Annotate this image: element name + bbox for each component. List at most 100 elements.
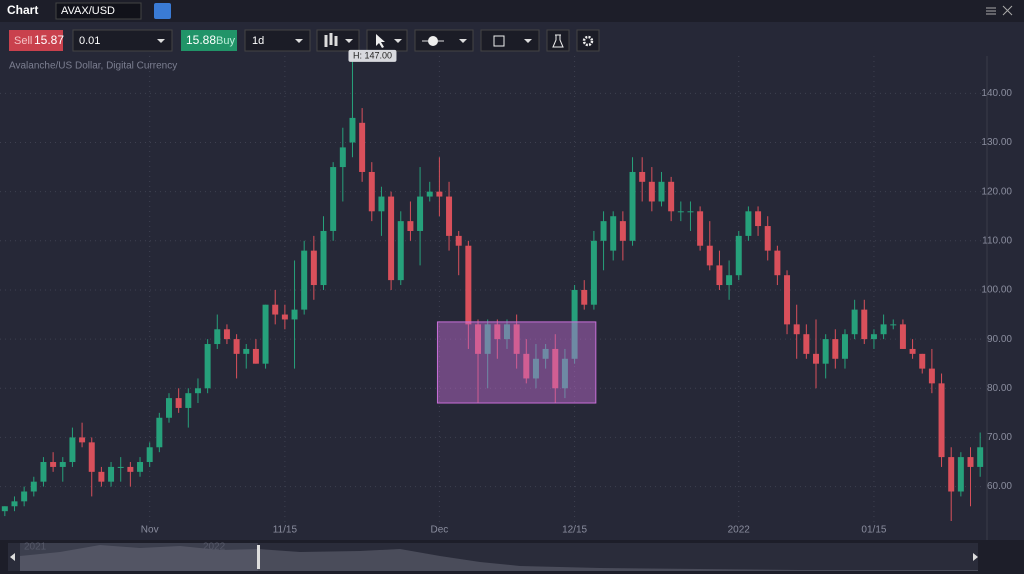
candle-body bbox=[455, 235, 462, 246]
buy-button[interactable] bbox=[181, 30, 237, 51]
candle-body bbox=[98, 471, 105, 482]
candle-body bbox=[948, 457, 955, 492]
candle-body bbox=[436, 191, 443, 197]
candle-body bbox=[494, 324, 501, 340]
candle-body bbox=[880, 324, 887, 335]
candle-body bbox=[890, 324, 897, 326]
cursor-button[interactable] bbox=[366, 29, 408, 52]
navigator-left[interactable] bbox=[10, 553, 15, 561]
navigator-handle[interactable] bbox=[257, 545, 260, 569]
candle-body bbox=[417, 196, 424, 231]
header-bar bbox=[0, 0, 1024, 22]
gear-icon bbox=[582, 35, 594, 47]
symbol-input[interactable] bbox=[55, 2, 142, 20]
candle-body bbox=[426, 191, 433, 197]
candle-body bbox=[957, 457, 964, 492]
dropdown-arrow bbox=[524, 39, 532, 43]
candle-body bbox=[755, 211, 762, 227]
candle-body bbox=[774, 250, 781, 276]
candle-body bbox=[909, 348, 916, 354]
candle-body bbox=[532, 358, 539, 379]
interval-select[interactable] bbox=[244, 29, 311, 52]
flask-icon bbox=[552, 34, 564, 48]
candle-body bbox=[726, 275, 733, 286]
candle-body bbox=[359, 122, 366, 172]
navigator-right[interactable] bbox=[973, 553, 978, 561]
x-tick-label: Dec bbox=[430, 525, 448, 536]
high-label: H: 147.00 bbox=[353, 50, 392, 60]
candle-body bbox=[166, 398, 172, 418]
candle-body bbox=[928, 368, 935, 384]
candle-body bbox=[243, 348, 250, 354]
sell-button[interactable] bbox=[9, 30, 63, 51]
candle-body bbox=[977, 447, 984, 467]
candle-body bbox=[851, 309, 858, 335]
settings-button[interactable] bbox=[576, 29, 600, 52]
candle-body bbox=[600, 221, 607, 241]
x-tick-label: 12/15 bbox=[562, 525, 587, 536]
quantity: 0.01 bbox=[79, 35, 100, 47]
candle-body bbox=[21, 491, 28, 502]
candle-body bbox=[561, 358, 568, 389]
candle-body bbox=[79, 437, 86, 443]
candle-body bbox=[967, 457, 974, 467]
x-tick-label: 2022 bbox=[728, 525, 751, 536]
candle-body bbox=[223, 329, 230, 340]
candle-body bbox=[658, 181, 665, 202]
y-tick-label: 120.00 bbox=[981, 186, 1012, 197]
sell-label: Sell bbox=[14, 35, 32, 47]
candle-body bbox=[764, 226, 771, 251]
dropdown-arrow bbox=[345, 39, 353, 43]
candle-body bbox=[88, 442, 95, 472]
candles-icon bbox=[324, 33, 338, 47]
candle-body bbox=[349, 117, 356, 143]
y-tick-label: 110.00 bbox=[982, 235, 1012, 246]
candle-body bbox=[185, 393, 192, 408]
navigator-label: 2022 bbox=[203, 542, 226, 553]
x-tick-label: Nov bbox=[141, 525, 159, 536]
candle-body bbox=[50, 462, 57, 467]
candle-body bbox=[1, 506, 8, 512]
candle-body bbox=[330, 167, 337, 231]
candle-body bbox=[320, 230, 327, 286]
menu-icon[interactable] bbox=[986, 7, 996, 15]
candle-body bbox=[552, 348, 559, 389]
y-tick-label: 130.00 bbox=[981, 137, 1012, 148]
candle-body bbox=[697, 211, 704, 246]
candle-body bbox=[542, 348, 549, 359]
y-tick-label: 100.00 bbox=[981, 285, 1012, 296]
y-tick-label: 60.00 bbox=[987, 481, 1012, 492]
candle-body bbox=[619, 221, 626, 241]
candle-body bbox=[648, 181, 655, 202]
dropdown-arrow bbox=[295, 39, 303, 43]
buy-label: Buy bbox=[216, 35, 235, 47]
candle-body bbox=[793, 324, 800, 335]
quantity-select[interactable] bbox=[72, 29, 173, 52]
link-button[interactable] bbox=[154, 3, 171, 19]
candle-body bbox=[204, 344, 211, 389]
candle-body bbox=[117, 466, 124, 468]
chart-type-button[interactable] bbox=[316, 29, 360, 52]
candle-body bbox=[59, 462, 66, 467]
candle-body bbox=[40, 462, 47, 482]
candle-body bbox=[407, 221, 414, 231]
candle-body bbox=[301, 250, 308, 310]
candle-body bbox=[919, 353, 926, 369]
candle-body bbox=[252, 348, 259, 364]
candle-body bbox=[30, 481, 37, 492]
candle-body bbox=[677, 211, 684, 213]
chart-subtitle: Avalanche/US Dollar, Digital Currency bbox=[9, 61, 177, 72]
y-tick-label: 140.00 bbox=[981, 88, 1012, 99]
candle-body bbox=[523, 353, 530, 379]
y-tick-label: 90.00 bbox=[987, 334, 1012, 345]
candle-body bbox=[127, 466, 134, 472]
candle-body bbox=[832, 339, 839, 359]
candle-body bbox=[784, 275, 791, 325]
close-icon[interactable] bbox=[1002, 5, 1013, 16]
candle-body bbox=[156, 417, 163, 448]
candle-body bbox=[938, 383, 945, 458]
indicator-button[interactable] bbox=[546, 29, 570, 52]
candle-body bbox=[175, 398, 182, 408]
interval: 1d bbox=[252, 35, 264, 47]
